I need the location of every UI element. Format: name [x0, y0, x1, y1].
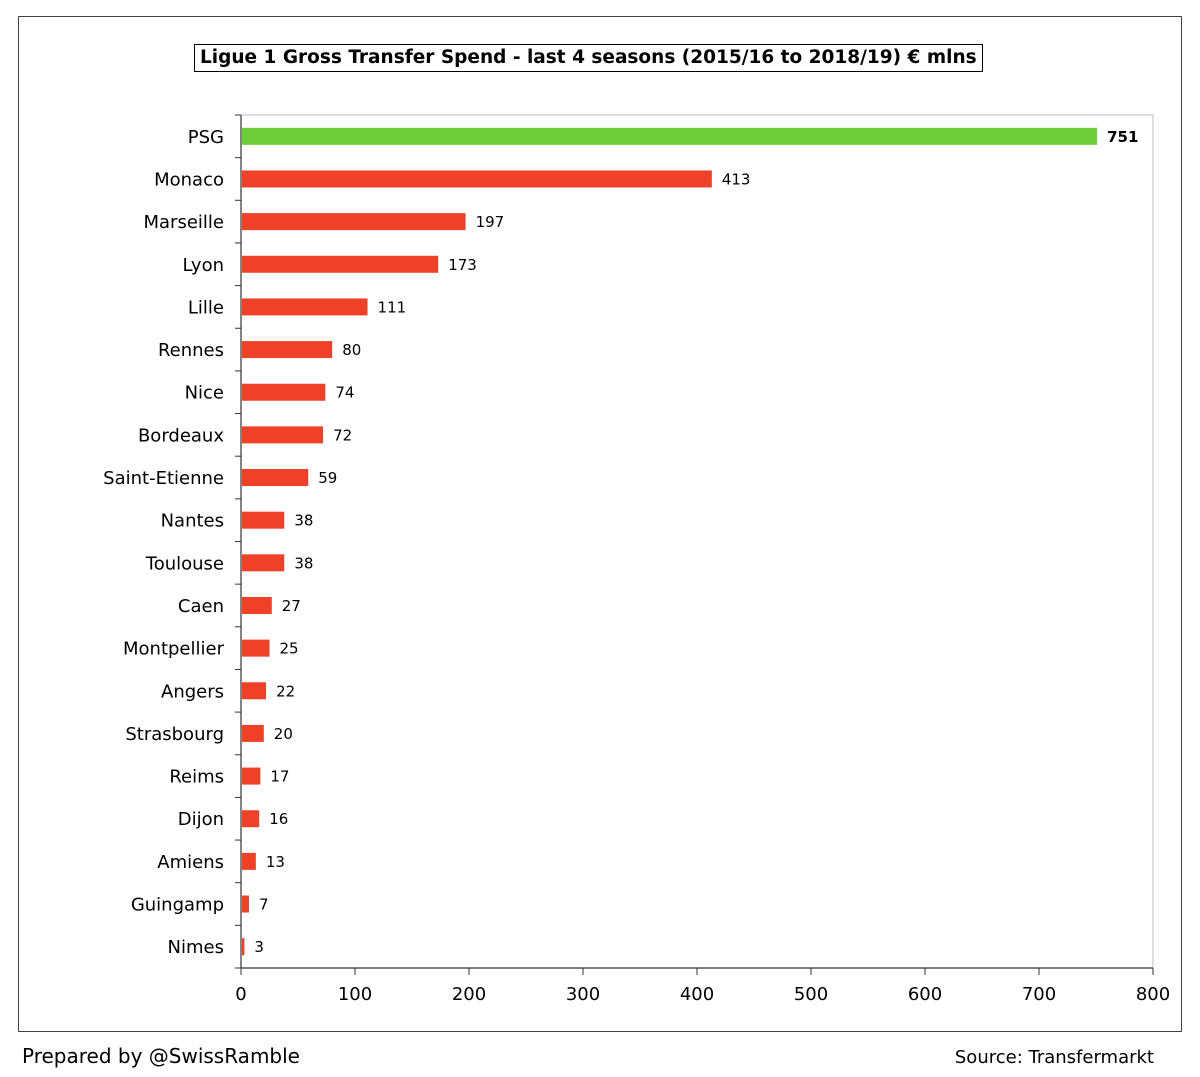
- value-label: 38: [294, 554, 313, 572]
- bar-nimes: [242, 938, 245, 956]
- credit-text: Prepared by @SwissRamble: [22, 1044, 300, 1068]
- value-label: 197: [476, 213, 505, 231]
- bar-guingamp: [242, 895, 249, 913]
- value-label: 25: [280, 640, 299, 658]
- x-tick-label: 100: [338, 984, 372, 1005]
- value-label: 17: [270, 768, 289, 786]
- category-label: Reims: [169, 767, 224, 788]
- x-tick-label: 300: [566, 984, 600, 1005]
- category-label: Nantes: [161, 511, 224, 532]
- bar-lyon: [242, 255, 439, 273]
- category-label: Nice: [185, 383, 224, 404]
- category-label: Toulouse: [145, 553, 224, 574]
- plot-area: [240, 114, 1154, 969]
- bar-saint-etienne: [242, 469, 309, 487]
- value-label: 22: [276, 682, 295, 700]
- value-label: 413: [722, 170, 751, 188]
- value-label: 72: [333, 426, 352, 444]
- x-tick-label: 800: [1136, 984, 1170, 1005]
- value-label: 751: [1107, 128, 1138, 146]
- x-tick-label: 500: [794, 984, 828, 1005]
- category-label: Angers: [161, 681, 224, 702]
- value-label: 74: [335, 384, 354, 402]
- category-label: Dijon: [178, 809, 224, 830]
- bar-rennes: [242, 341, 333, 359]
- chart-title: Ligue 1 Gross Transfer Spend - last 4 se…: [194, 44, 983, 72]
- value-label: 27: [282, 597, 301, 615]
- value-label: 173: [448, 256, 477, 274]
- bar-angers: [242, 682, 267, 700]
- x-tick-label: 0: [235, 984, 246, 1005]
- bar-strasbourg: [242, 724, 264, 742]
- value-label: 7: [259, 896, 269, 914]
- bar-nantes: [242, 511, 285, 529]
- value-label: 16: [269, 810, 288, 828]
- x-tick-label: 200: [452, 984, 486, 1005]
- category-label: Nimes: [168, 937, 224, 958]
- value-label: 80: [342, 341, 361, 359]
- category-label: Lille: [188, 297, 224, 318]
- bar-nice: [242, 383, 326, 401]
- category-label: Lyon: [183, 255, 224, 276]
- category-label: Amiens: [157, 852, 224, 873]
- category-label: Monaco: [154, 169, 224, 190]
- category-label: Rennes: [158, 340, 224, 361]
- bar-monaco: [242, 170, 712, 188]
- bar-reims: [242, 767, 261, 785]
- bar-dijon: [242, 810, 260, 828]
- chart-frame: [18, 16, 1182, 1032]
- category-label: Guingamp: [131, 895, 224, 916]
- category-label: Montpellier: [123, 639, 225, 660]
- category-label: Strasbourg: [125, 724, 224, 745]
- category-label: Bordeaux: [138, 425, 224, 446]
- bar-caen: [242, 596, 272, 614]
- value-label: 20: [274, 725, 293, 743]
- bar-lille: [242, 298, 368, 316]
- value-label: 3: [254, 938, 264, 956]
- x-tick-label: 600: [908, 984, 942, 1005]
- bar-montpellier: [242, 639, 270, 657]
- x-tick-label: 400: [680, 984, 714, 1005]
- value-label: 38: [294, 512, 313, 530]
- category-label: Marseille: [144, 212, 225, 233]
- category-label: PSG: [188, 127, 224, 148]
- category-label: Saint-Etienne: [103, 468, 224, 489]
- value-label: 111: [378, 298, 407, 316]
- bar-amiens: [242, 852, 256, 870]
- bar-bordeaux: [242, 426, 324, 444]
- source-text: Source: Transfermarkt: [954, 1047, 1154, 1068]
- value-label: 13: [266, 853, 285, 871]
- bar-toulouse: [242, 554, 285, 572]
- category-label: Caen: [178, 596, 224, 617]
- bar-psg: [242, 127, 1098, 145]
- x-tick-label: 700: [1022, 984, 1056, 1005]
- value-label: 59: [318, 469, 337, 487]
- bar-marseille: [242, 213, 466, 231]
